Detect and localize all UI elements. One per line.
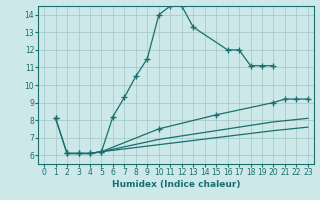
X-axis label: Humidex (Indice chaleur): Humidex (Indice chaleur) [112, 180, 240, 189]
